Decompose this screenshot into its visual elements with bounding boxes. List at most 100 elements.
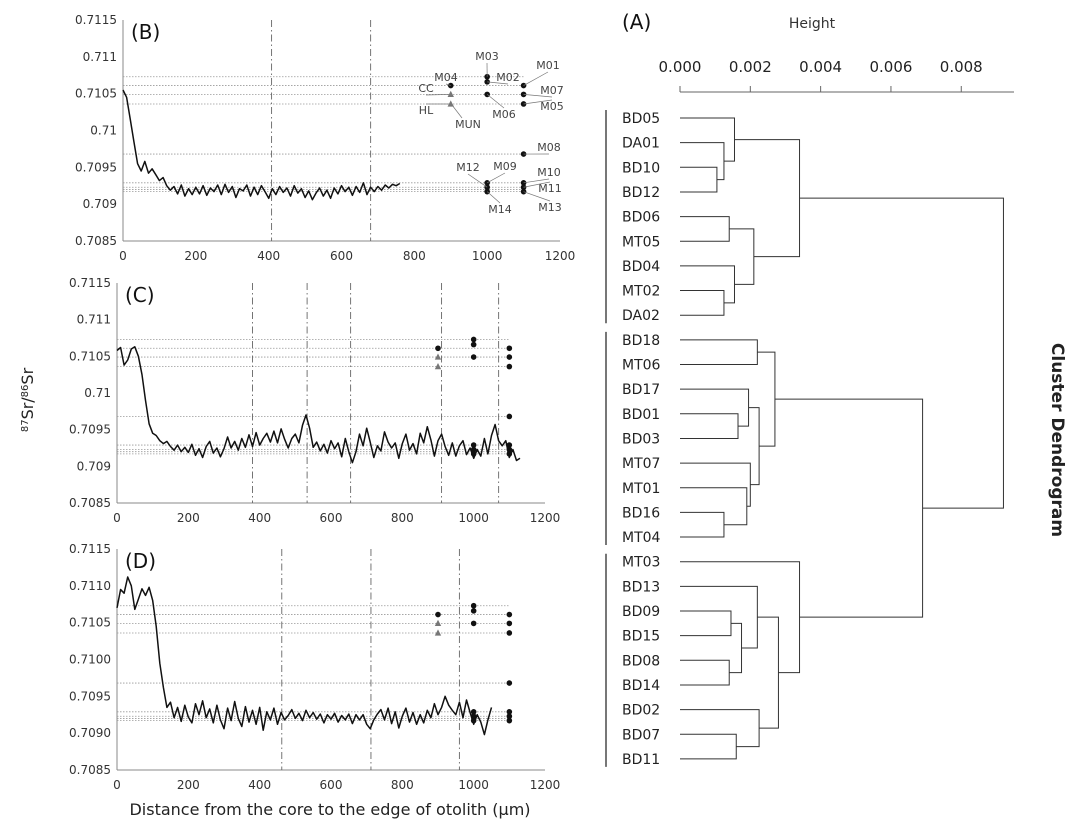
- site-label-m13: M13: [538, 201, 562, 214]
- dendrogram-leaf-label: BD01: [622, 407, 660, 423]
- panel-2-xtick-label: 200: [177, 511, 200, 525]
- panel-2-site-marker: [470, 451, 477, 457]
- site-leader-m06: [486, 94, 505, 109]
- dendrogram-axis-tick-label: 0.002: [729, 58, 772, 76]
- panel-2-site-marker: [506, 354, 513, 360]
- site-label-m01: M01: [536, 59, 560, 72]
- site-label-cc: CC: [418, 82, 434, 95]
- panel-2-xtick-label: 1200: [530, 511, 561, 525]
- panel-3-site-marker: [506, 709, 513, 715]
- dendrogram-branch: [680, 561, 801, 674]
- panel-2-site-marker: [506, 413, 513, 420]
- panel-3-site-marker: [470, 602, 477, 609]
- dendrogram-leaf-label: BD02: [622, 703, 660, 719]
- site-label-m04: M04: [434, 71, 458, 84]
- panel-1-site-marker-triangle: [447, 90, 454, 98]
- panel-2-xtick-label: 1000: [458, 511, 489, 525]
- dendrogram-branch: [680, 487, 748, 526]
- panel-3-xtick-label: 1000: [458, 778, 489, 792]
- panel-1-xtick-label: 0: [119, 249, 127, 263]
- dendrogram-leaf-label: DA01: [622, 136, 660, 152]
- dendrogram-leaf-label: BD03: [622, 431, 660, 447]
- site-leader-cc: [425, 94, 451, 96]
- dendrogram-leaf-label: BD09: [622, 604, 660, 620]
- dendrogram-branch: [680, 462, 751, 507]
- dendrogram-leaf-label: MT03: [622, 555, 660, 571]
- panel-3-sr-profile-line: [116, 576, 493, 736]
- dendrogram-leaf-label: MT04: [622, 530, 661, 546]
- site-leader-m13: [523, 191, 551, 202]
- panel-2-site-marker: [506, 446, 513, 453]
- site-label-m14: M14: [488, 203, 512, 216]
- panel-1-site-marker-triangle: [447, 100, 454, 107]
- panel-3-label: (D): [125, 549, 156, 573]
- site-leader-m14: [486, 191, 501, 204]
- panel-3-site-marker: [506, 680, 513, 686]
- dendrogram-branch: [680, 659, 730, 686]
- site-leader-m05: [523, 99, 553, 105]
- panel-3-ytick-label: 0.7105: [69, 616, 111, 630]
- dendrogram-branch: [729, 622, 743, 674]
- dendrogram-leaf-label: BD18: [622, 333, 660, 349]
- panel-2-site-marker: [470, 336, 477, 343]
- x-axis-title: Distance from the core to the edge of ot…: [129, 800, 530, 819]
- panel-3-site-marker-triangle: [434, 629, 442, 636]
- panel-2-site-marker: [506, 345, 513, 352]
- panel-2-xtick-label: 400: [248, 511, 271, 525]
- panel-1-ytick-label: 0.7115: [75, 13, 117, 27]
- panel-3-ytick-label: 0.7095: [69, 689, 111, 703]
- dendrogram-leaf-label: MT01: [622, 481, 660, 497]
- dendrogram-leaf-label: BD04: [622, 259, 660, 275]
- panel-3-site-marker: [506, 630, 513, 636]
- panel-2-site-marker: [435, 345, 441, 352]
- panel-2-ytick-label: 0.711: [77, 313, 111, 327]
- panel-1-ytick-label: 0.7105: [75, 87, 117, 101]
- panel-2-ytick-label: 0.71: [84, 386, 111, 400]
- panel-2-site-marker: [470, 354, 477, 360]
- dendrogram-leaf-label: MT05: [622, 234, 660, 250]
- dendrogram-branch: [799, 197, 1004, 509]
- panel-3-site-marker: [470, 717, 477, 724]
- site-leader-m04: [445, 83, 451, 86]
- panel-2-site-marker: [470, 446, 477, 453]
- panel-2-ytick-label: 0.7095: [69, 423, 111, 437]
- site-label-m10: M10: [537, 166, 561, 179]
- panel-1-ytick-label: 0.709: [83, 197, 117, 211]
- site-leader-m12: [467, 173, 488, 188]
- dendrogram-axis-tick-label: 0.008: [940, 58, 983, 76]
- panel-2-xtick-label: 800: [391, 511, 414, 525]
- site-label-m08: M08: [537, 141, 561, 154]
- dendrogram-branch: [680, 339, 758, 365]
- site-label-mun: MUN: [455, 118, 481, 131]
- panel-2-site-marker-triangle: [434, 353, 442, 360]
- dendrogram-branch: [774, 398, 924, 618]
- panel-3-ytick-label: 0.7115: [69, 542, 111, 556]
- dendrogram-axis-tick-label: 0.006: [869, 58, 912, 76]
- dendrogram-branch: [680, 511, 725, 538]
- panel-1-xtick-label: 600: [330, 249, 353, 263]
- panel-a-label: (A): [622, 10, 651, 34]
- dendrogram-branch: [680, 585, 758, 649]
- site-label-hl: HL: [419, 104, 434, 117]
- panel-3-site-marker: [506, 717, 513, 724]
- dendrogram-leaf-label: BD06: [622, 210, 660, 226]
- panel-3-site-marker: [470, 608, 477, 614]
- panel-2-ytick-label: 0.7105: [69, 349, 111, 363]
- panel-3-ytick-label: 0.7100: [69, 653, 111, 667]
- panel-3-xtick-label: 400: [248, 778, 271, 792]
- site-leader-mun: [451, 104, 463, 119]
- dendrogram-leaf-label: BD14: [622, 678, 660, 694]
- dendrogram-branch: [757, 351, 776, 447]
- panel-1-ytick-label: 0.711: [83, 50, 117, 64]
- panel-2-site-marker: [506, 363, 513, 370]
- panel-2-site-marker: [506, 442, 513, 448]
- panel-3-xtick-label: 0: [113, 778, 121, 792]
- panel-2-xtick-label: 0: [113, 511, 121, 525]
- dendrogram-leaf-label: MT07: [622, 456, 660, 472]
- panel-3-xtick-label: 600: [320, 778, 343, 792]
- dendrogram-leaf-label: BD05: [622, 111, 660, 127]
- panel-3-ytick-label: 0.7110: [69, 579, 111, 593]
- site-leader-m09: [486, 172, 506, 184]
- panel-3-site-marker: [506, 620, 513, 627]
